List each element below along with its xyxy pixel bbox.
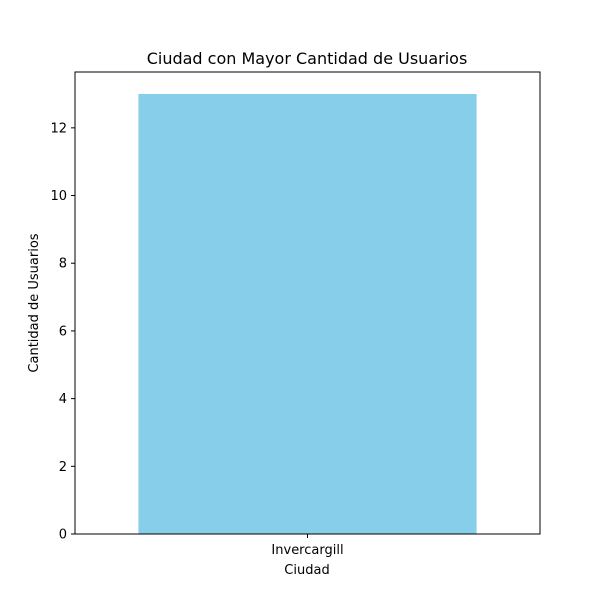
bar-invercargill: [138, 94, 477, 534]
x-axis-label: Ciudad: [284, 563, 329, 578]
y-tick-label: 4: [59, 392, 67, 407]
y-tick-label: 8: [59, 257, 67, 272]
y-tick-label: 2: [59, 460, 67, 475]
y-tick-label: 10: [50, 189, 67, 204]
y-axis-ticks: 0 2 4 6 8 10 12: [50, 121, 75, 543]
y-axis-label: Cantidad de Usuarios: [27, 233, 42, 372]
y-tick-label: 12: [50, 121, 67, 136]
bars-layer: [138, 94, 477, 534]
y-tick-label: 0: [59, 528, 67, 543]
x-tick-label: Invercargill: [271, 543, 343, 558]
y-tick-label: 6: [59, 324, 67, 339]
chart-title: Ciudad con Mayor Cantidad de Usuarios: [147, 49, 468, 68]
x-axis-ticks: Invercargill: [271, 534, 344, 558]
